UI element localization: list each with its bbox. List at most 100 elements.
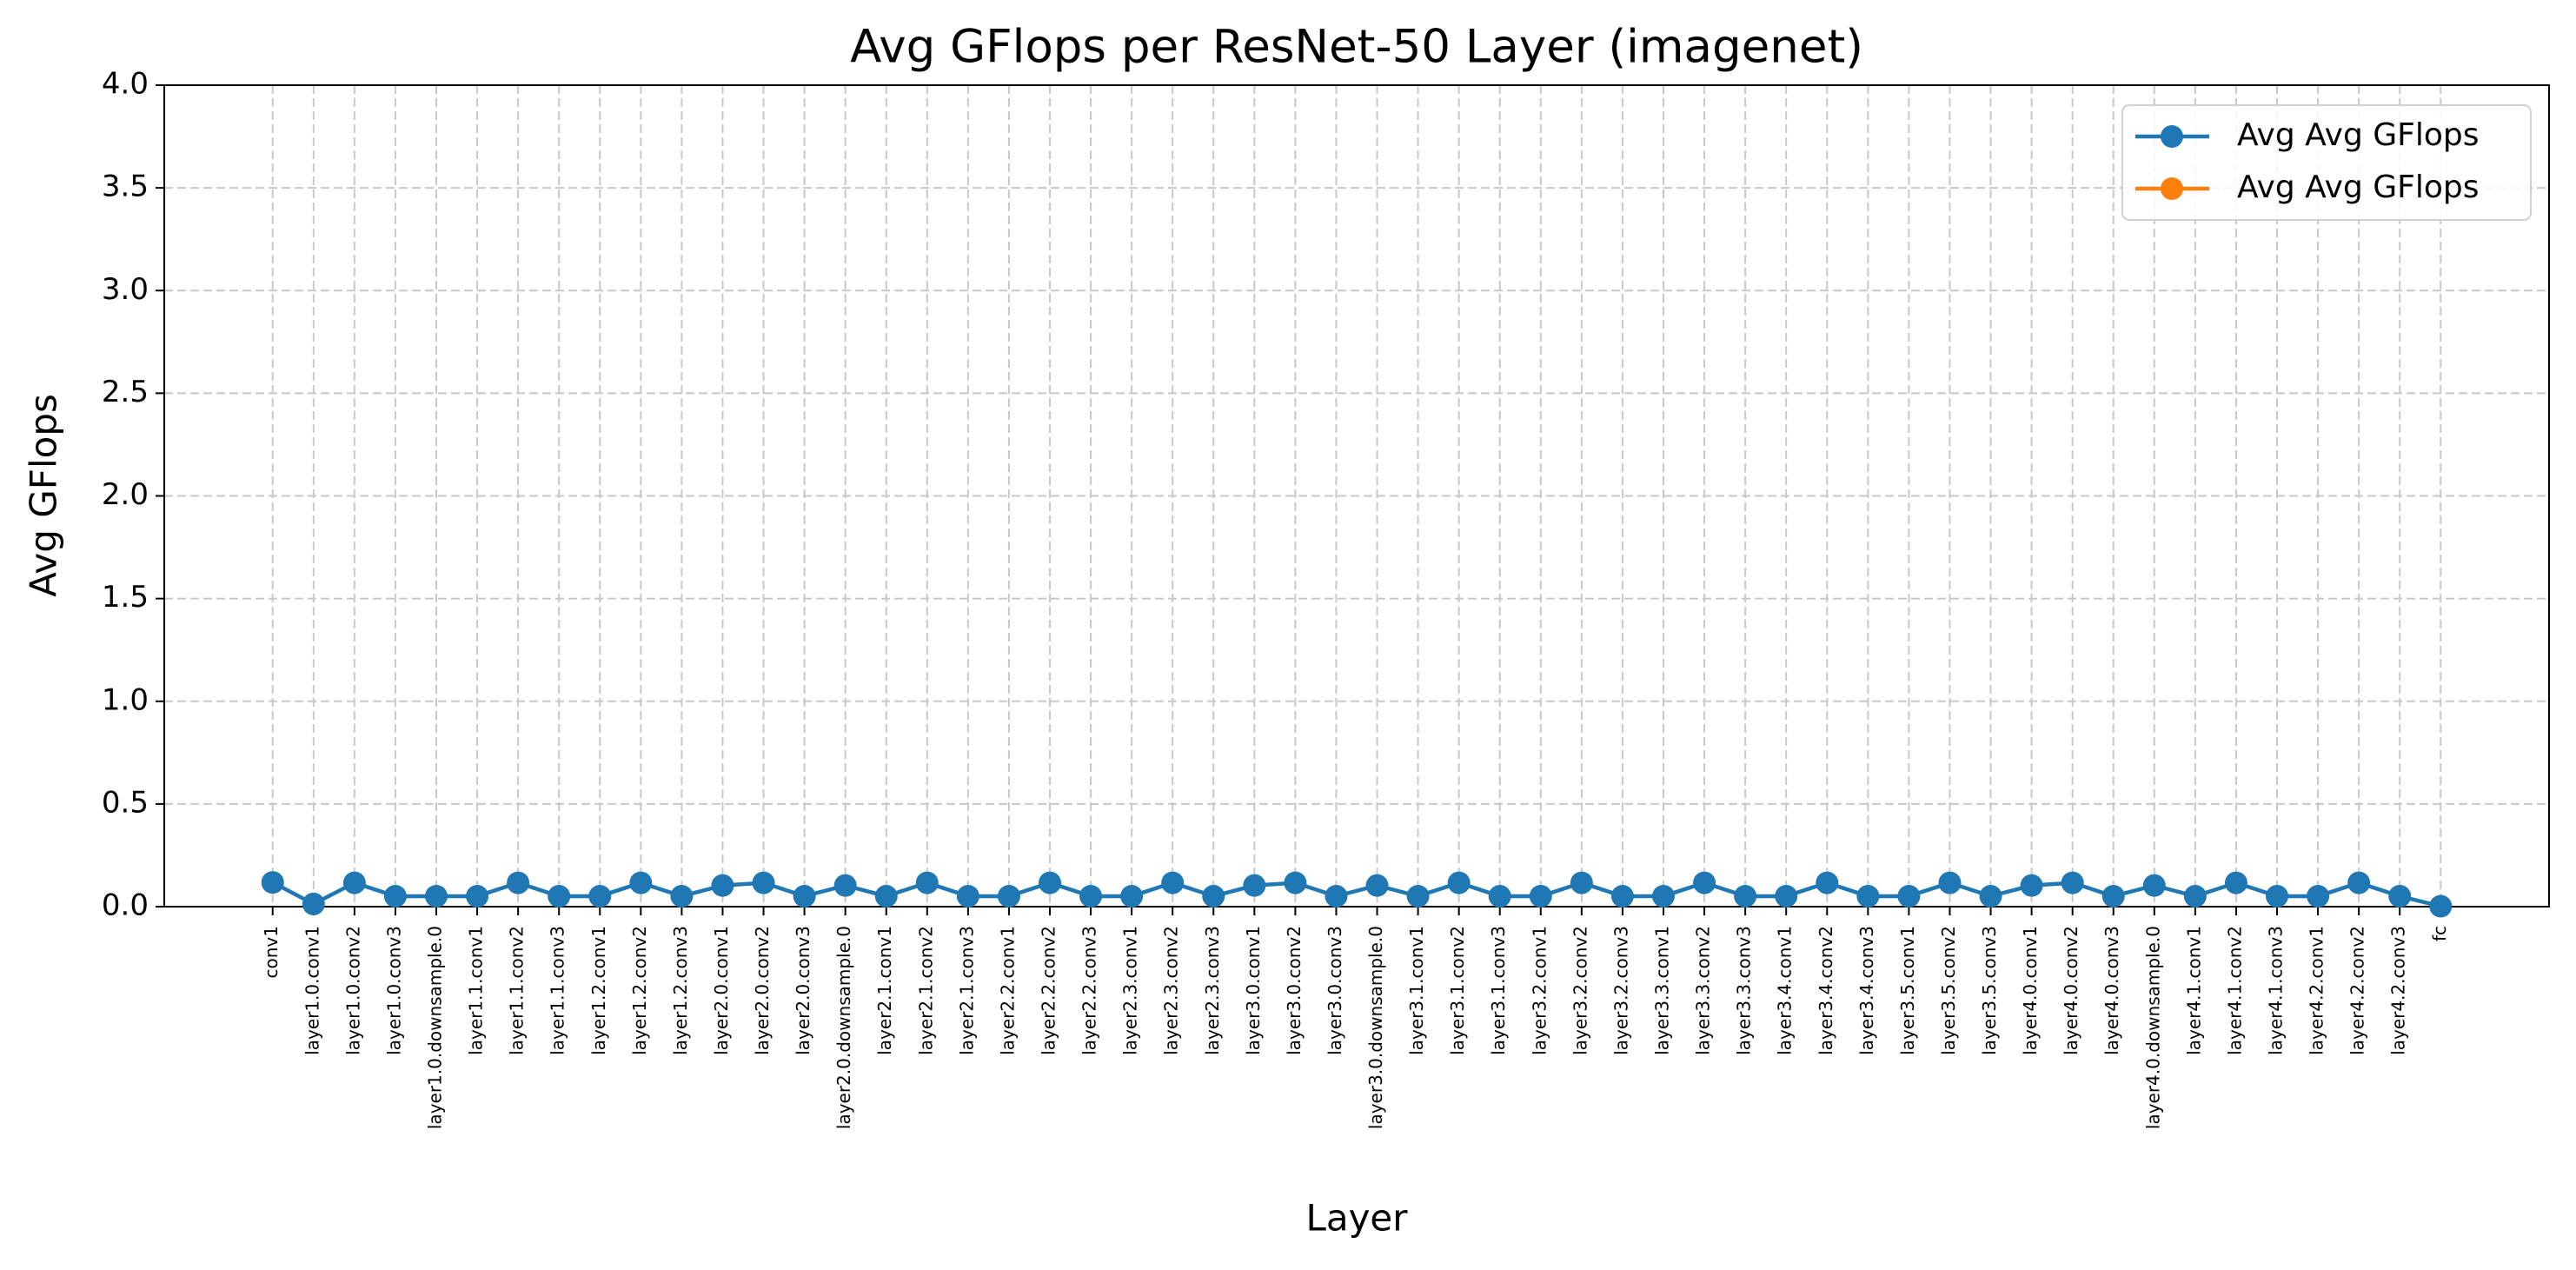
data-point (2266, 884, 2289, 908)
data-point (1979, 884, 2002, 908)
data-point (997, 884, 1020, 908)
x-tick-label: layer3.0.conv2 (1284, 926, 1305, 1055)
y-tick-label: 2.5 (102, 375, 149, 409)
y-tick-label: 3.5 (102, 170, 149, 204)
data-point (629, 871, 653, 894)
data-point (1734, 884, 1757, 908)
chart-title: Avg GFlops per ResNet-50 Layer (imagenet… (850, 21, 1863, 74)
x-tick-label: layer4.1.conv1 (2183, 926, 2204, 1055)
legend-marker (2161, 177, 2183, 200)
data-point (1284, 871, 1307, 894)
x-tick-label: layer3.2.conv2 (1570, 926, 1590, 1055)
data-point (1488, 884, 1511, 908)
data-point (1856, 884, 1880, 908)
legend-label: Avg Avg GFlops (2237, 170, 2479, 205)
x-tick-label: layer3.0.downsample.0 (1365, 926, 1386, 1129)
data-point (752, 871, 775, 894)
data-point (2347, 871, 2371, 894)
data-point (2224, 871, 2247, 894)
data-point (670, 884, 694, 908)
x-tick-label: layer1.0.conv2 (342, 926, 363, 1055)
x-tick-label: layer3.0.conv3 (1325, 926, 1345, 1055)
x-tick-label: layer2.3.conv2 (1161, 926, 1182, 1055)
x-tick-label: layer1.0.conv3 (383, 926, 404, 1055)
data-point (302, 892, 325, 915)
x-tick-label: layer2.0.conv2 (752, 926, 773, 1055)
x-tick-label: layer2.1.conv1 (874, 926, 895, 1055)
x-tick-label: layer2.3.conv3 (1202, 926, 1223, 1055)
x-tick-label: layer2.3.conv1 (1120, 926, 1141, 1055)
data-point (2061, 871, 2084, 894)
plot-frame (163, 84, 2550, 908)
legend-box (2121, 104, 2532, 221)
x-tick-label: layer1.1.conv3 (548, 926, 568, 1055)
data-point (383, 884, 407, 908)
x-tick-label: layer3.1.conv3 (1488, 926, 1509, 1055)
x-tick-label: layer3.3.conv3 (1734, 926, 1755, 1055)
data-point (1365, 874, 1389, 897)
data-point (466, 884, 489, 908)
x-tick-label: layer2.2.conv3 (1079, 926, 1100, 1055)
y-tick-label: 3.0 (102, 272, 149, 307)
x-tick-label: layer3.5.conv1 (1897, 926, 1918, 1055)
x-tick-label: layer4.1.conv2 (2224, 926, 2245, 1055)
legend-label: Avg Avg GFlops (2237, 117, 2479, 153)
x-tick-label: layer3.5.conv3 (1979, 926, 2000, 1055)
data-point (2307, 884, 2330, 908)
x-tick-label: layer1.1.conv1 (466, 926, 487, 1055)
data-point (2388, 884, 2412, 908)
x-tick-label: layer4.0.conv3 (2101, 926, 2122, 1055)
x-tick-label: layer1.0.downsample.0 (424, 926, 445, 1129)
x-tick-label: layer3.1.conv1 (1406, 926, 1427, 1055)
x-tick-label: fc (2429, 926, 2450, 941)
data-point (1570, 871, 1593, 894)
x-tick-label: layer2.1.conv3 (956, 926, 977, 1055)
x-tick-label: layer4.0.conv1 (2020, 926, 2041, 1055)
data-point (261, 871, 284, 894)
data-point (1038, 871, 1061, 894)
data-point (1161, 871, 1185, 894)
data-point (507, 871, 530, 894)
data-point (2020, 874, 2043, 897)
x-tick-label: layer3.3.conv1 (1652, 926, 1673, 1055)
y-axis-label: Avg GFlops (23, 394, 65, 597)
legend: Avg Avg GFlops Avg Avg GFlops (2121, 104, 2532, 221)
x-tick-label: conv1 (261, 926, 282, 978)
x-tick-label: layer1.1.conv2 (507, 926, 528, 1055)
y-tick-label: 2.0 (102, 477, 149, 512)
y-tick-label: 4.0 (102, 67, 149, 102)
data-point (342, 871, 366, 894)
data-point (1938, 871, 1962, 894)
data-point (833, 874, 857, 897)
x-tick-label: layer1.2.conv3 (670, 926, 691, 1055)
data-point (1816, 871, 1839, 894)
data-point (1120, 884, 1144, 908)
x-tick-label: layer3.0.conv1 (1243, 926, 1264, 1055)
x-tick-label: layer4.2.conv1 (2307, 926, 2327, 1055)
x-tick-label: layer4.2.conv3 (2388, 926, 2409, 1055)
data-point (915, 871, 939, 894)
data-point (1775, 884, 1798, 908)
x-tick-label: layer2.1.conv2 (915, 926, 936, 1055)
data-point (1693, 871, 1716, 894)
x-tick-label: layer3.4.conv1 (1775, 926, 1796, 1055)
data-point (956, 884, 979, 908)
y-tick-label: 0.0 (102, 888, 149, 923)
data-point (588, 884, 612, 908)
y-tick-label: 1.0 (102, 682, 149, 717)
y-tick-label: 1.5 (102, 580, 149, 615)
x-tick-label: layer3.1.conv2 (1447, 926, 1468, 1055)
x-tick-label: layer3.2.conv3 (1610, 926, 1631, 1055)
x-tick-label: layer2.2.conv2 (1038, 926, 1059, 1055)
data-point (1610, 884, 1634, 908)
x-tick-label: layer1.2.conv1 (588, 926, 609, 1055)
data-point (711, 874, 734, 897)
x-tick-label: layer4.0.downsample.0 (2142, 926, 2163, 1129)
data-point (424, 884, 448, 908)
data-point (874, 884, 898, 908)
x-tick-label: layer3.4.conv3 (1856, 926, 1877, 1055)
data-point (1529, 884, 1552, 908)
data-point (1325, 884, 1348, 908)
data-point (548, 884, 571, 908)
